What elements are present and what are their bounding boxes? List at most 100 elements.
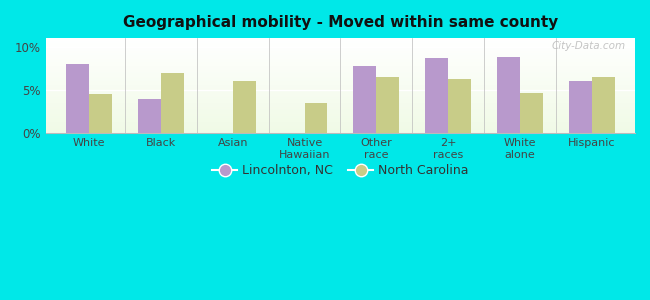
- Bar: [46, 94, 635, 95]
- Bar: [46, 123, 635, 124]
- Bar: [46, 48, 635, 49]
- Bar: [46, 126, 635, 127]
- Bar: [46, 51, 635, 52]
- Bar: [592, 77, 615, 133]
- Bar: [46, 113, 635, 114]
- Bar: [46, 85, 635, 86]
- Bar: [569, 81, 592, 133]
- Bar: [46, 77, 635, 78]
- Bar: [46, 66, 635, 67]
- Bar: [46, 93, 635, 94]
- Bar: [46, 95, 635, 96]
- Bar: [46, 68, 635, 69]
- Bar: [520, 94, 543, 133]
- Bar: [46, 59, 635, 60]
- Bar: [46, 131, 635, 132]
- Bar: [46, 114, 635, 115]
- Bar: [448, 79, 471, 133]
- Bar: [46, 78, 635, 79]
- Bar: [46, 80, 635, 81]
- Bar: [46, 79, 635, 80]
- Bar: [46, 61, 635, 62]
- Bar: [46, 87, 635, 88]
- Bar: [46, 90, 635, 91]
- Bar: [46, 52, 635, 53]
- Bar: [46, 43, 635, 44]
- Bar: [46, 119, 635, 120]
- Bar: [46, 40, 635, 41]
- Bar: [46, 76, 635, 77]
- Bar: [46, 107, 635, 108]
- Bar: [46, 122, 635, 123]
- Bar: [46, 53, 635, 54]
- Bar: [46, 100, 635, 101]
- Bar: [46, 129, 635, 130]
- Bar: [46, 124, 635, 125]
- Bar: [46, 42, 635, 43]
- Bar: [233, 80, 255, 133]
- Bar: [46, 86, 635, 87]
- Bar: [46, 70, 635, 71]
- Bar: [304, 103, 328, 133]
- Bar: [354, 66, 376, 133]
- Bar: [46, 115, 635, 116]
- Bar: [46, 56, 635, 57]
- Bar: [46, 92, 635, 93]
- Bar: [66, 64, 89, 133]
- Bar: [46, 73, 635, 74]
- Bar: [46, 62, 635, 63]
- Bar: [46, 72, 635, 73]
- Bar: [46, 50, 635, 51]
- Bar: [46, 110, 635, 111]
- Bar: [46, 71, 635, 72]
- Bar: [138, 99, 161, 133]
- Bar: [46, 81, 635, 82]
- Bar: [46, 103, 635, 104]
- Bar: [46, 102, 635, 103]
- Bar: [46, 118, 635, 119]
- Bar: [46, 46, 635, 47]
- Bar: [46, 74, 635, 75]
- Bar: [46, 112, 635, 113]
- Bar: [46, 106, 635, 107]
- Bar: [46, 127, 635, 128]
- Title: Geographical mobility - Moved within same county: Geographical mobility - Moved within sam…: [123, 15, 558, 30]
- Bar: [46, 105, 635, 106]
- Bar: [46, 128, 635, 129]
- Bar: [46, 101, 635, 102]
- Bar: [497, 57, 520, 133]
- Bar: [46, 117, 635, 118]
- Bar: [46, 54, 635, 55]
- Bar: [46, 132, 635, 133]
- Bar: [425, 58, 448, 133]
- Bar: [46, 130, 635, 131]
- Bar: [46, 120, 635, 121]
- Bar: [46, 57, 635, 58]
- Bar: [46, 98, 635, 99]
- Bar: [46, 64, 635, 65]
- Bar: [46, 84, 635, 85]
- Legend: Lincolnton, NC, North Carolina: Lincolnton, NC, North Carolina: [207, 159, 474, 182]
- Bar: [46, 45, 635, 46]
- Bar: [46, 49, 635, 50]
- Bar: [161, 73, 184, 133]
- Bar: [46, 41, 635, 42]
- Bar: [46, 89, 635, 90]
- Bar: [46, 65, 635, 66]
- Bar: [46, 111, 635, 112]
- Bar: [89, 94, 112, 133]
- Bar: [46, 75, 635, 76]
- Bar: [46, 58, 635, 59]
- Bar: [46, 60, 635, 61]
- Bar: [46, 125, 635, 126]
- Bar: [46, 83, 635, 84]
- Bar: [46, 67, 635, 68]
- Bar: [46, 97, 635, 98]
- Bar: [46, 61, 635, 62]
- Bar: [46, 82, 635, 83]
- Bar: [46, 121, 635, 122]
- Bar: [46, 44, 635, 45]
- Text: City-Data.com: City-Data.com: [552, 41, 626, 51]
- Bar: [46, 40, 635, 41]
- Bar: [46, 69, 635, 70]
